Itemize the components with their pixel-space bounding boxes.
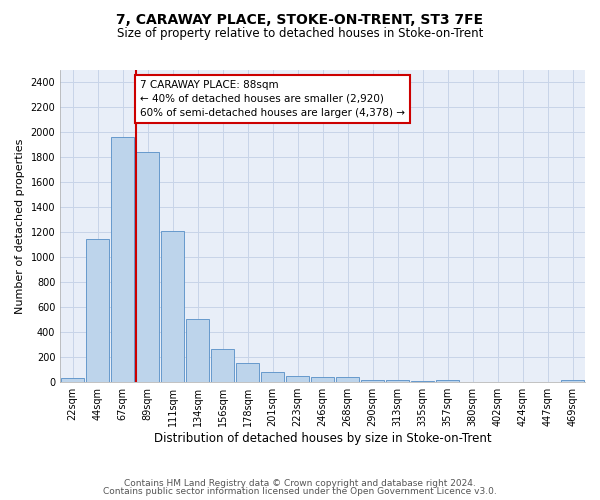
Bar: [337, 377, 359, 382]
Bar: [136, 152, 159, 382]
Bar: [236, 363, 259, 382]
Bar: [187, 318, 209, 382]
Bar: [436, 380, 459, 382]
Bar: [361, 380, 384, 382]
Bar: [86, 238, 109, 382]
Bar: [286, 376, 309, 382]
Y-axis label: Number of detached properties: Number of detached properties: [15, 138, 25, 314]
Text: 7 CARAWAY PLACE: 88sqm
← 40% of detached houses are smaller (2,920)
60% of semi-: 7 CARAWAY PLACE: 88sqm ← 40% of detached…: [140, 80, 405, 118]
Bar: [211, 349, 234, 382]
Text: Contains HM Land Registry data © Crown copyright and database right 2024.: Contains HM Land Registry data © Crown c…: [124, 478, 476, 488]
Bar: [311, 376, 334, 382]
Text: 7, CARAWAY PLACE, STOKE-ON-TRENT, ST3 7FE: 7, CARAWAY PLACE, STOKE-ON-TRENT, ST3 7F…: [116, 12, 484, 26]
Bar: [412, 380, 434, 382]
Bar: [262, 372, 284, 382]
Bar: [161, 231, 184, 382]
Text: Size of property relative to detached houses in Stoke-on-Trent: Size of property relative to detached ho…: [117, 28, 483, 40]
X-axis label: Distribution of detached houses by size in Stoke-on-Trent: Distribution of detached houses by size …: [154, 432, 491, 445]
Text: Contains public sector information licensed under the Open Government Licence v3: Contains public sector information licen…: [103, 487, 497, 496]
Bar: [112, 138, 134, 382]
Bar: [61, 378, 84, 382]
Bar: [561, 380, 584, 382]
Bar: [386, 380, 409, 382]
